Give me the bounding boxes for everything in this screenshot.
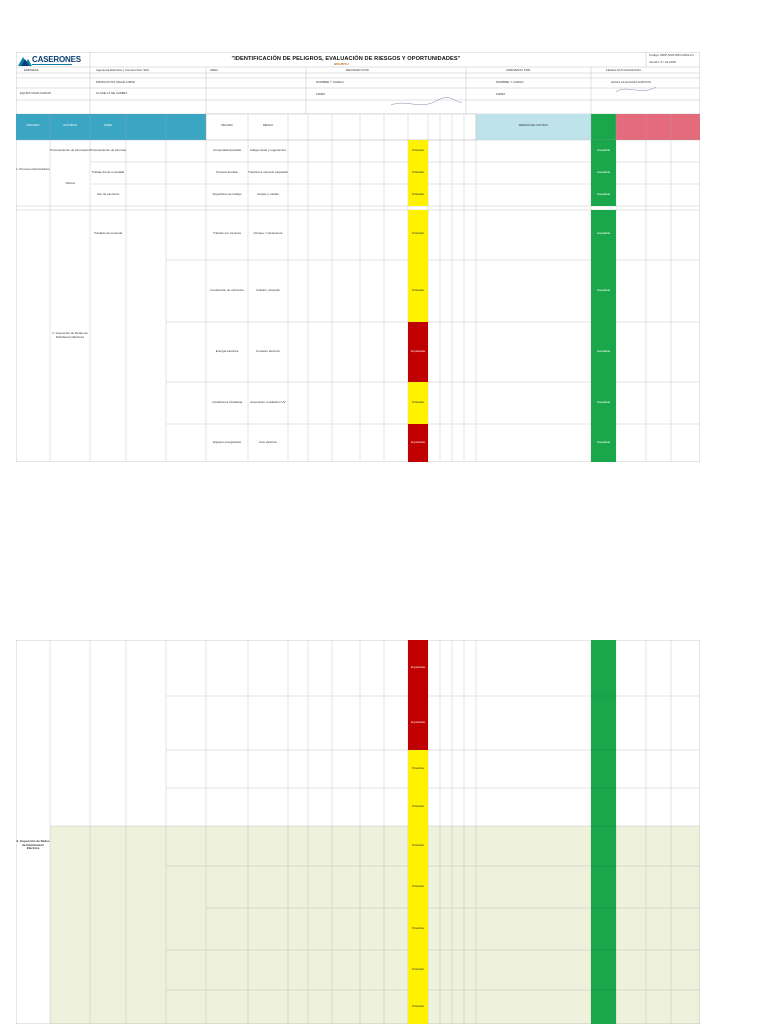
s1-peligro-3: Superficies de trabajo (212, 193, 242, 196)
s1-nivel-3: Tolerable (411, 193, 425, 196)
s2-nivel-3: Importante (410, 350, 426, 353)
s2-peligro-5: Equipos energizados (212, 441, 242, 444)
page-1-grid (16, 52, 700, 462)
s3-nivel-7: Tolerable (411, 927, 425, 930)
area-label: ÁREA (210, 69, 219, 72)
col-tarea: TAREA (103, 124, 113, 127)
s3-nivel-1: Importante (410, 666, 426, 669)
s2-accept-4: Aceptable (596, 401, 611, 404)
s1-accept-2: Aceptable (596, 171, 611, 174)
nombre-label-1: NOMBRE Y CARGO (316, 81, 344, 84)
company-value: Ingeniería Eléctrica y Construcción SPA (96, 69, 149, 72)
s2-riesgo-4: Exposición a radiación UV (250, 401, 286, 404)
s1-riesgo-2: Trastornos músculo esqueléticos (248, 171, 288, 174)
s3-nivel-9: Tolerable (411, 1005, 425, 1008)
s3-nivel-5: Tolerable (411, 844, 425, 847)
col-riesgo: RIESGO (262, 124, 274, 127)
fecha-label: FECHA ACTUALIZACIÓN (606, 69, 641, 72)
header-row-2: CLASE LA SE CAMBIA (96, 92, 128, 95)
nombre-label-2: NOMBRE Y CARGO (496, 81, 524, 84)
col-actividad: ACTIVIDAD (63, 124, 77, 127)
section-3-proceso: 3. Inspección de Redes de Distribución E… (16, 840, 50, 851)
s2-nivel-1: Tolerable (411, 232, 425, 235)
logo-text: CASERONES (32, 55, 81, 64)
s2-riesgo-2: Colisión, atropello (256, 289, 280, 292)
col-proceso: PROCESO (26, 124, 40, 127)
col-peligro: PELIGRO (221, 124, 233, 127)
document-version: Versión: 5 / 01-2019 (649, 61, 676, 64)
company-logo: CASERONES (18, 54, 88, 67)
s1-riesgo-3: Golpes o caídas (257, 193, 279, 196)
responsable-label: EQUIPO EVALUADOR (20, 92, 51, 95)
s1-tarea-1: Procesamiento de información (90, 149, 126, 152)
s2-accept-1: Aceptable (596, 232, 611, 235)
company-label: EMPRESA (24, 69, 39, 72)
s2-riesgo-3: Contacto eléctrico (255, 350, 280, 353)
s2-riesgo-1: Choque / volcamiento (253, 232, 283, 235)
s2-nivel-2: Tolerable (411, 289, 425, 292)
col-medidas: MEDIDAS DE CONTROL (518, 124, 549, 127)
archivo-stamp: ARCHIVO (334, 63, 349, 66)
firma-label-1: FIRMA (316, 93, 326, 96)
mountain-icon (18, 57, 32, 66)
page-2-grid (16, 640, 700, 1024)
section-2-proceso: 2. Inspección de Redes de Distribución E… (52, 332, 88, 339)
s3-nivel-8: Tolerable (411, 968, 425, 971)
hacia-text: HACIA LA ALGUNA GAPCOS (611, 81, 651, 84)
page-1: CASERONES "IDENTIFICACIÓN DE PELIGROS, E… (16, 52, 700, 462)
s3-nivel-2: Importante (410, 721, 426, 724)
logo-underline (32, 64, 72, 65)
firma-label-2: FIRMA (496, 93, 506, 96)
s2-peligro-4: Condiciones climáticas (211, 401, 243, 404)
document-title: "IDENTIFICACIÓN DE PELIGROS, EVALUACIÓN … (231, 56, 461, 62)
s2-accept-2: Aceptable (596, 289, 611, 292)
s2-peligro-1: Tránsito por caminos (213, 232, 241, 235)
s2-nivel-4: Tolerable (411, 401, 425, 404)
s2-accept-3: Aceptable (596, 350, 611, 353)
s1-nivel-2: Tolerable (411, 171, 425, 174)
s2-nivel-5: Importante (410, 441, 426, 444)
s2-peligro-3: Energía eléctrica (215, 350, 239, 353)
s2-peligro-2: Conducción de vehículos (210, 289, 244, 292)
s1-accept-1: Aceptable (596, 149, 611, 152)
s1-peligro-1: Computador/pantalla (213, 149, 241, 152)
s3-nivel-6: Tolerable (411, 885, 425, 888)
s2-accept-5: Aceptable (596, 441, 611, 444)
s1-tarea-3: Uso de escritorio (96, 193, 120, 196)
s1-accept-3: Aceptable (596, 193, 611, 196)
s1-actividad-1: Procesamiento de información (50, 149, 90, 152)
aprobado-label: APROBADO POR (506, 69, 531, 72)
revisado-label: REVISADO POR (346, 69, 369, 72)
s1-riesgo-1: Fatiga visual y ergonómica (250, 149, 286, 152)
document-code: Código: MRP-SSO-PRO-0001-F1 (649, 54, 694, 57)
s3-nivel-4: Tolerable (411, 805, 425, 808)
s1-peligro-2: Postura forzada (216, 171, 238, 174)
s2-riesgo-5: Arco eléctrico (258, 441, 278, 444)
s1-tarea-2: Trabajo frente a pantalla (91, 171, 125, 174)
s1-nivel-1: Tolerable (411, 149, 425, 152)
s1-actividad-2: Oficina (65, 182, 75, 185)
section-1-proceso: 1. Proceso Administrativo (16, 168, 50, 171)
page-2: 3. Inspección de Redes de Distribución E… (16, 640, 700, 1024)
s2-tarea-1: Traslado de personal (93, 232, 123, 235)
s3-nivel-3: Tolerable (411, 767, 425, 770)
header-row-1: PRODUCTOS SIGUE FIRMA (96, 81, 136, 84)
